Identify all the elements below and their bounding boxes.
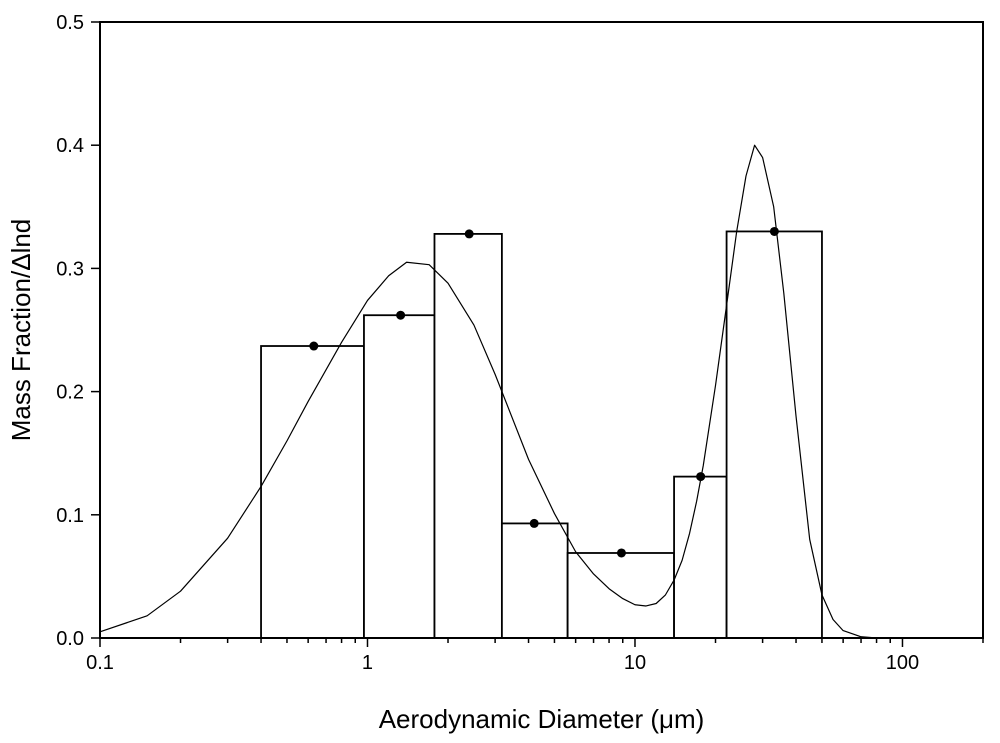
x-tick-label: 1 xyxy=(362,652,373,674)
y-tick-label: 0.1 xyxy=(56,505,84,527)
histogram-bar-4 xyxy=(500,522,569,639)
plot-frame xyxy=(99,21,984,639)
data-point-2 xyxy=(396,310,406,320)
y-tick-label: 0.5 xyxy=(56,12,84,34)
data-point-3 xyxy=(464,229,474,239)
data-point-1 xyxy=(309,341,319,351)
y-axis-ticks: 0.0 0.1 0.2 0.3 0.4 0.5 xyxy=(56,12,100,650)
y-tick-label: 0.4 xyxy=(56,135,84,157)
y-tick-label: 0.0 xyxy=(56,628,84,650)
x-tick-label: 0.1 xyxy=(86,652,114,674)
fit-curve-line xyxy=(99,144,877,639)
data-point-7 xyxy=(769,226,779,236)
x-tick-label: 10 xyxy=(624,652,646,674)
data-points xyxy=(309,226,779,558)
y-tick-label: 0.3 xyxy=(56,258,84,280)
x-axis-title: Aerodynamic Diameter (μm) xyxy=(379,704,705,734)
histogram-bar-3 xyxy=(433,233,503,639)
histogram-bar-2 xyxy=(363,314,436,639)
histogram-bar-1 xyxy=(260,345,365,639)
x-axis-ticks: 0.1 1 10 100 xyxy=(86,638,984,674)
histogram-bars xyxy=(260,230,823,639)
data-point-6 xyxy=(696,472,706,482)
y-tick-label: 0.2 xyxy=(56,382,84,404)
data-point-4 xyxy=(529,518,539,528)
histogram-bar-7 xyxy=(725,230,823,639)
histogram-bar-6 xyxy=(673,475,728,639)
y-axis-title: Mass Fraction/Δlnd xyxy=(6,219,36,442)
data-point-5 xyxy=(616,548,626,558)
histogram-bar-5 xyxy=(566,552,675,639)
x-tick-label: 100 xyxy=(886,652,919,674)
fit-curve-layer xyxy=(99,144,877,639)
